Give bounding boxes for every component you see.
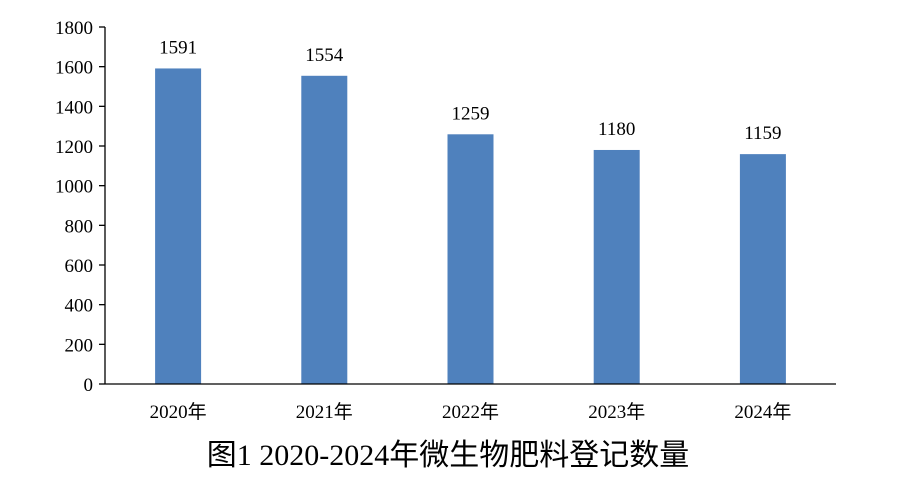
bar (155, 68, 202, 385)
y-tick-label: 1400 (55, 97, 93, 118)
x-tick-label: 2021年 (296, 401, 353, 423)
data-label: 1591 (159, 37, 197, 58)
bar (593, 149, 640, 384)
y-tick-label: 1200 (55, 137, 93, 158)
y-tick-label: 800 (65, 216, 94, 237)
bar (739, 154, 786, 384)
y-tick-label: 1800 (55, 18, 93, 39)
x-tick-label: 2022年 (442, 401, 499, 423)
data-label: 1259 (452, 103, 490, 124)
y-tick-label: 0 (84, 375, 94, 396)
data-label: 1554 (305, 45, 344, 66)
x-tick-label: 2023年 (588, 401, 645, 423)
bar (301, 75, 348, 384)
y-tick-label: 200 (65, 335, 94, 356)
data-label: 1159 (744, 123, 781, 144)
chart-title: 图1 2020-2024年微生物肥料登记数量 (207, 439, 690, 472)
y-axis: 0 200 400 600 800 1000 1200 1400 1600 1800 (55, 18, 106, 396)
x-tick-label: 2024年 (734, 401, 791, 423)
x-tick-label: 2020年 (150, 401, 207, 423)
bar (447, 134, 494, 384)
data-label: 1180 (598, 119, 635, 140)
y-tick-label: 1000 (55, 177, 93, 198)
y-tick-label: 1600 (55, 58, 93, 79)
x-axis: 2020年 2021年 2022年 2023年 2024年 (105, 383, 836, 423)
y-tick-label: 400 (65, 296, 94, 317)
bars: 1591 1554 1259 1180 1159 (155, 37, 786, 385)
y-tick-label: 600 (65, 256, 94, 277)
